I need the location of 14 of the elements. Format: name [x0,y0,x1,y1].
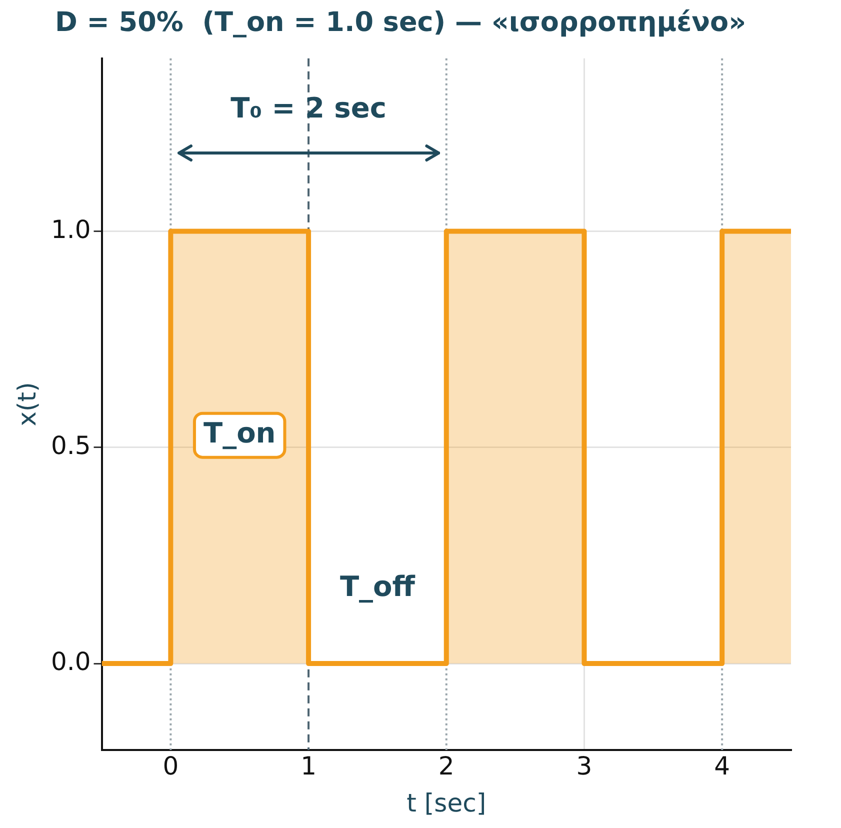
annotation: T_off [340,570,416,604]
y-tick-label: 0.0 [50,647,91,676]
x-tick-label: 2 [438,752,454,780]
x-tick-label: 0 [162,752,179,780]
x-tick-label: 1 [300,752,316,780]
y-axis-title: x(t) [12,382,42,426]
y-tick-label: 1.0 [50,214,91,244]
x-tick-label: 3 [576,752,592,780]
x-axis-title: t [sec] [406,788,486,818]
chart-title: D = 50% (T_on = 1.0 sec) — «ισορροπημένο» [54,7,746,38]
annotation: T_on [203,416,276,450]
y-tick-label: 0.5 [50,430,91,460]
x-tick-label: 4 [714,752,730,780]
annotation: T₀ = 2 sec [230,92,386,125]
